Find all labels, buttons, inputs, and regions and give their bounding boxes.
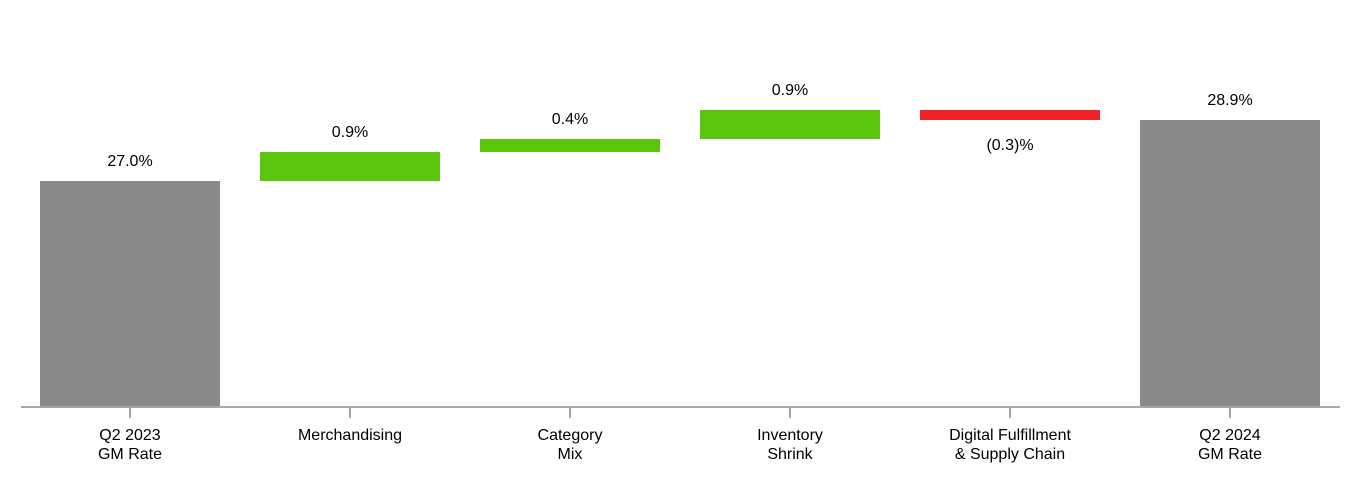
category-label-line: Q2 2023 [99, 427, 161, 444]
waterfall-bar-merchandising [260, 152, 440, 181]
category-label-line: GM Rate [97, 446, 162, 463]
x-axis-tick [1009, 408, 1011, 418]
x-axis-tick [349, 408, 351, 418]
category-label-line: Digital Fulfillment [949, 427, 1071, 444]
x-axis-category-label: Inventory Shrink [680, 426, 900, 464]
waterfall-bar-q2-2023-gm-rate [40, 181, 220, 406]
bar-value-label: 0.4% [551, 111, 589, 128]
x-axis-tick [1229, 408, 1231, 418]
bar-value-label: 27.0% [107, 153, 153, 170]
bar-value-label: 0.9% [771, 82, 809, 99]
bar-value-label: 28.9% [1207, 92, 1253, 109]
x-axis-tick [789, 408, 791, 418]
bar-value-label: (0.3)% [986, 137, 1034, 154]
category-label-line: Inventory [757, 427, 823, 444]
category-label-line: Category [537, 427, 603, 444]
category-label-line: Shrink [767, 446, 813, 463]
category-label-line: GM Rate [1197, 446, 1262, 463]
category-label-line: Q2 2024 [1199, 427, 1261, 444]
waterfall-bar-digital-fulfillment-supply-chain [920, 110, 1100, 120]
bar-value-label: 0.9% [331, 124, 369, 141]
x-axis-category-label: Digital Fulfillment & Supply Chain [900, 426, 1120, 464]
waterfall-bar-inventory-shrink [700, 110, 880, 139]
x-axis-tick [129, 408, 131, 418]
x-axis-category-label: Q2 2024 GM Rate [1120, 426, 1340, 464]
x-axis-tick [569, 408, 571, 418]
category-label-line: Mix [557, 446, 583, 463]
x-axis-line [21, 406, 1340, 408]
category-label-line: Merchandising [297, 427, 403, 444]
x-axis-category-label: Category Mix [460, 426, 680, 464]
x-axis-category-label: Merchandising [240, 426, 460, 445]
x-axis-category-label: Q2 2023 GM Rate [20, 426, 240, 464]
waterfall-bar-category-mix [480, 139, 660, 152]
waterfall-bar-q2-2024-gm-rate [1140, 120, 1320, 406]
category-label-line: & Supply Chain [954, 446, 1066, 463]
